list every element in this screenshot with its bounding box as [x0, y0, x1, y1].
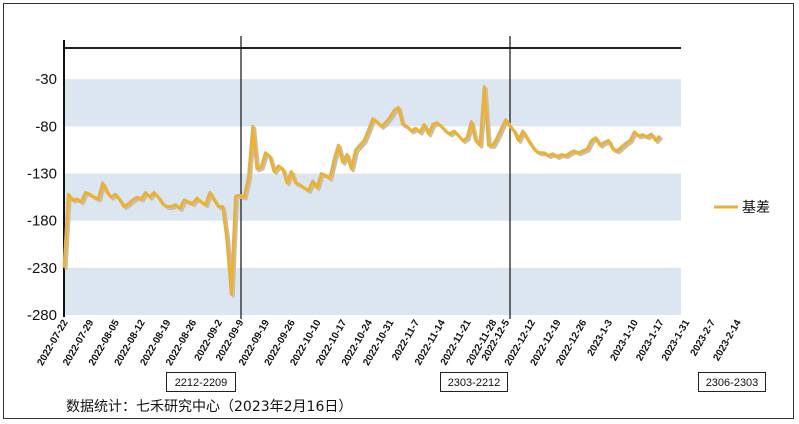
y-tick-label: -180 — [27, 213, 57, 230]
y-tick-label: -130 — [27, 166, 57, 183]
band-2 — [64, 267, 681, 315]
series-line-basis — [62, 85, 662, 296]
contract-label-2303-2212: 2303-2212 — [440, 372, 508, 392]
contract-label-2212-2209: 2212-2209 — [166, 372, 236, 392]
axes — [63, 40, 681, 317]
y-tick-labels: -30 -80 -130 -180 -230 -280 — [27, 71, 57, 324]
contract-dividers — [240, 36, 511, 319]
legend: 基差 — [714, 199, 770, 215]
source-note: 数据统计：七禾研究中心（2023年2月16日） — [66, 399, 353, 415]
x-tick-labels: 2022-07-222022-07-292022-08-052022-08-12… — [35, 318, 744, 368]
y-tick-label: -80 — [35, 118, 57, 135]
contract-label-2306-2303: 2306-2303 — [698, 372, 766, 392]
y-tick-label: -30 — [35, 71, 57, 88]
y-tick-label: -230 — [27, 260, 57, 277]
y-tick-label: -280 — [27, 307, 57, 324]
band-1 — [64, 173, 681, 221]
series-lines — [62, 85, 664, 298]
chart-frame — [3, 3, 794, 419]
legend-label: 基差 — [742, 199, 770, 215]
